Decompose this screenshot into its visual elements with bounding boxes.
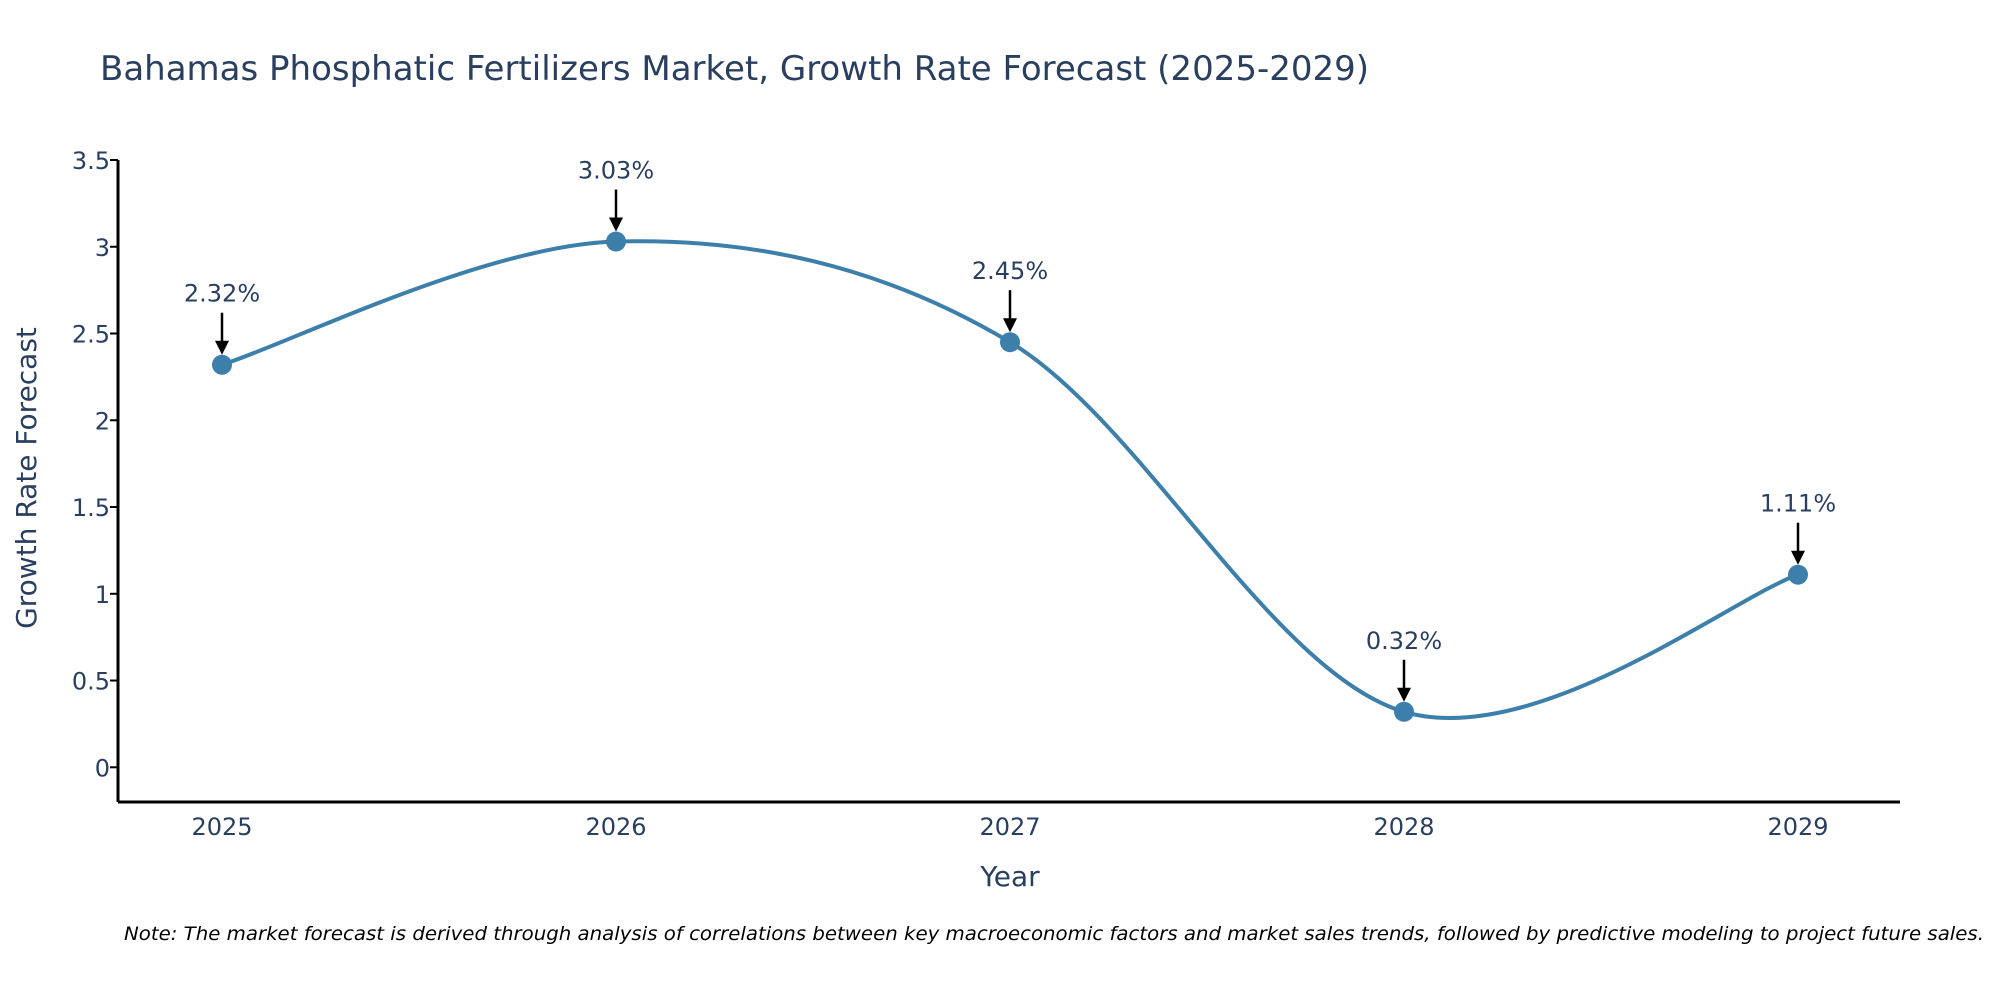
x-tick-label: 2026: [585, 813, 646, 841]
x-tick-label: 2027: [979, 813, 1040, 841]
data-label: 0.32%: [1366, 627, 1442, 655]
data-label: 2.45%: [972, 257, 1048, 285]
y-tick-label: 3: [95, 234, 110, 262]
x-axis-title: Year: [979, 860, 1040, 893]
y-tick-label: 3.5: [72, 147, 110, 175]
y-tick-label: 0: [95, 754, 110, 782]
data-label: 2.32%: [184, 280, 260, 308]
data-markers: [212, 231, 1808, 722]
series-line: [221, 239, 1799, 720]
chart-title: Bahamas Phosphatic Fertilizers Market, G…: [100, 49, 1369, 89]
y-axis: 0 0.5 1 1.5 2 2.5 3 3.5: [72, 147, 120, 802]
data-point: [1788, 564, 1808, 585]
x-tick-label: 2029: [1767, 813, 1828, 841]
y-axis-title: Growth Rate Forecast: [10, 327, 43, 629]
annotation-arrowhead: [609, 217, 623, 232]
data-label: 1.11%: [1760, 490, 1836, 518]
annotation-arrowhead: [215, 340, 229, 355]
annotation-arrowhead: [1791, 550, 1805, 565]
x-tick-label: 2028: [1373, 813, 1434, 841]
series-growth-rate: [221, 239, 1799, 720]
annotation-arrowhead: [1397, 687, 1411, 702]
data-annotations: 2.32% 3.03% 2.45% 0.32% 1.11%: [184, 157, 1836, 702]
y-tick-label: 1: [95, 581, 110, 609]
footnote: Note: The market forecast is derived thr…: [124, 923, 1984, 945]
data-point: [1394, 701, 1414, 722]
y-tick-label: 2: [95, 407, 110, 435]
y-tick-label: 0.5: [72, 668, 110, 696]
data-point: [1000, 332, 1020, 353]
data-label: 3.03%: [578, 157, 654, 185]
y-tick-label: 2.5: [72, 321, 110, 349]
data-point: [606, 231, 626, 252]
annotation-arrowhead: [1003, 318, 1017, 333]
x-tick-label: 2025: [191, 813, 252, 841]
y-tick-label: 1.5: [72, 494, 110, 522]
data-point: [212, 354, 232, 375]
x-axis: 2025 2026 2027 2028 2029: [118, 800, 1900, 841]
